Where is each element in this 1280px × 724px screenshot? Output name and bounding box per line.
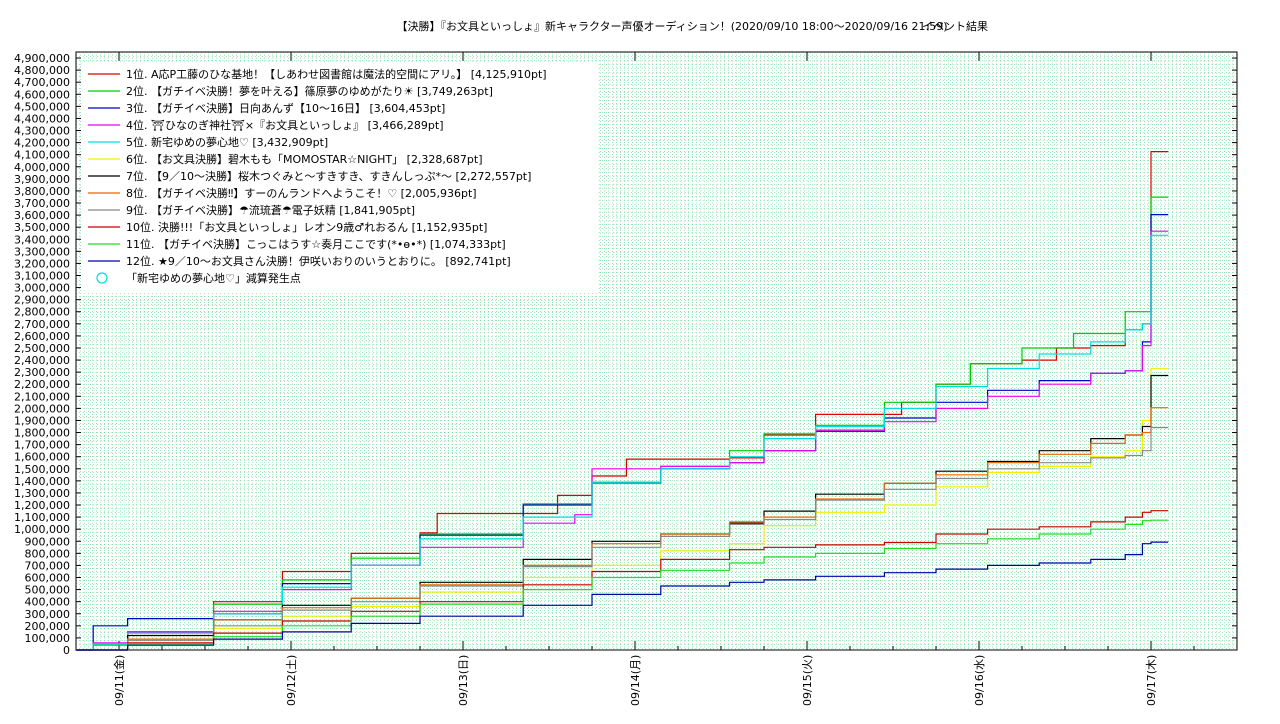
legend-entry: 4位. ⛩ひなのぎ神社⛩×『お文具といっしょ』 [3,466,289pt] [126, 118, 444, 132]
x-tick-label: 09/15(火) [801, 655, 814, 706]
y-tick-label: 1,200,000 [14, 499, 70, 512]
y-tick-label: 4,900,000 [14, 52, 70, 65]
x-tick-label: 09/12(土) [285, 655, 298, 706]
legend-entry: 5位. 新宅ゆめの夢心地♡ [3,432,909pt] [126, 135, 328, 149]
legend-marker-circle [96, 272, 108, 284]
y-tick-label: 3,100,000 [14, 269, 70, 282]
y-tick-label: 3,500,000 [14, 221, 70, 234]
y-tick-label: 1,600,000 [14, 451, 70, 464]
y-tick-label: 4,100,000 [14, 149, 70, 162]
y-tick-label: 3,000,000 [14, 282, 70, 295]
y-tick-label: 3,900,000 [14, 173, 70, 186]
y-tick-label: 3,800,000 [14, 185, 70, 198]
y-tick-label: 600,000 [25, 572, 71, 585]
legend-entry: 12位. ★9／10〜お文具さん決勝！伊咲いおりのいうとおりに。 [892,74… [126, 254, 511, 268]
y-tick-label: 2,100,000 [14, 390, 70, 403]
y-tick-label: 2,400,000 [14, 354, 70, 367]
y-tick-label: 3,400,000 [14, 233, 70, 246]
series-layer [76, 151, 1169, 651]
legend-entry: 6位. 【お文具決勝】碧木もも「MOMOSTAR☆NIGHT」 [2,328,6… [126, 152, 483, 166]
y-tick-label: 1,400,000 [14, 475, 70, 488]
x-tick-label: 09/11(金) [112, 655, 126, 706]
y-tick-label: 3,300,000 [14, 245, 70, 258]
legend-entry: 2位. 【ガチイベ決勝！夢を叶える】篠原夢のゆめがたり☀ [3,749,263p… [126, 84, 493, 98]
plot-frame [75, 51, 1238, 651]
chart-subtitle: イベント結果 [922, 19, 988, 33]
y-tick-label: 1,300,000 [14, 487, 70, 500]
series-line-6 [76, 368, 1169, 651]
x-tick-label: 09/13(日) [457, 655, 470, 706]
chart-title: 【決勝】『お文具といっしょ』新キャラクター声優オーディション！(2020/09/… [396, 19, 947, 33]
y-tick-label: 1,500,000 [14, 463, 70, 476]
series-line-5 [76, 234, 1169, 651]
y-tick-label: 700,000 [25, 559, 71, 572]
y-tick-label: 1,800,000 [14, 427, 70, 440]
legend-marker-label: 「新宅ゆめの夢心地♡」減算発生点 [126, 271, 301, 285]
legend-entry: 9位. 【ガチイベ決勝】☂流琉蒼☂電子妖精 [1,841,905pt] [126, 203, 415, 217]
y-tick-label: 4,400,000 [14, 112, 70, 125]
y-tick-label: 3,200,000 [14, 257, 70, 270]
x-tick-label: 09/16(水) [973, 655, 986, 706]
y-tick-label: 4,800,000 [14, 64, 70, 77]
y-tick-label: 4,000,000 [14, 161, 70, 174]
y-tick-label: 2,000,000 [14, 402, 70, 415]
legend-entry: 1位. A応P工藤のひな基地！【しあわせ図書館は魔法的空間にアリ。】 [4,12… [126, 67, 547, 81]
y-tick-label: 4,200,000 [14, 137, 70, 150]
y-tick-label: 3,700,000 [14, 197, 70, 210]
series-line-2 [76, 196, 1169, 651]
y-tick-label: 2,800,000 [14, 306, 70, 319]
y-tick-label: 4,700,000 [14, 76, 70, 89]
y-tick-label: 4,600,000 [14, 88, 70, 101]
series-line-9 [76, 426, 1169, 651]
y-tick-label: 2,300,000 [14, 366, 70, 379]
legend-background [82, 62, 597, 293]
y-tick-label: 200,000 [25, 620, 71, 633]
legend-entry: 11位. 【ガチイベ決勝】こっこはうす☆奏月ここです(*•ө•*) [1,074… [126, 237, 506, 251]
y-tick-label: 400,000 [25, 596, 71, 609]
y-tick-label: 1,100,000 [14, 511, 70, 524]
y-tick-label: 900,000 [25, 535, 71, 548]
y-tick-label: 300,000 [25, 608, 71, 621]
x-tick-label: 09/14(月) [629, 655, 642, 706]
legend-entry: 3位. 【ガチイベ決勝】日向あんず【10〜16日】 [3,604,453pt] [126, 101, 445, 115]
series-line-12 [76, 541, 1169, 651]
y-tick-label: 2,200,000 [14, 378, 70, 391]
y-tick-label: 2,900,000 [14, 294, 70, 307]
series-line-11 [76, 519, 1169, 651]
y-tick-label: 100,000 [25, 632, 71, 645]
y-tick-label: 4,300,000 [14, 125, 70, 138]
legend-entry: 8位. 【ガチイベ決勝‼】すーのんランドへようこそ！♡ [2,005,936pt… [126, 186, 477, 200]
y-tick-label: 2,600,000 [14, 330, 70, 343]
y-tick-label: 1,900,000 [14, 414, 70, 427]
legend-entry: 7位. 【9／10〜決勝】桜木つぐみと〜すきすき、すきんしっぷ*〜 [2,272… [126, 169, 531, 183]
grid-layer [75, 51, 1238, 651]
y-tick-label: 4,500,000 [14, 100, 70, 113]
y-tick-label: 800,000 [25, 547, 71, 560]
series-line-10 [76, 510, 1169, 651]
legend: 1位. A応P工藤のひな基地！【しあわせ図書館は魔法的空間にアリ。】 [4,12… [82, 62, 597, 293]
x-tick-label: 09/17(木) [1145, 655, 1158, 706]
y-tick-label: 1,000,000 [14, 523, 70, 536]
axis-layer: 0100,000200,000300,000400,000500,000600,… [14, 51, 1238, 706]
y-tick-label: 0 [63, 644, 70, 657]
y-tick-label: 2,700,000 [14, 318, 70, 331]
y-tick-label: 3,600,000 [14, 209, 70, 222]
y-tick-label: 2,500,000 [14, 342, 70, 355]
y-tick-label: 1,700,000 [14, 439, 70, 452]
legend-entry: 10位. 決勝!!!「お文具といっしょ」レオン9歳♂れおるん [1,152,93… [126, 220, 487, 234]
y-tick-label: 500,000 [25, 584, 71, 597]
